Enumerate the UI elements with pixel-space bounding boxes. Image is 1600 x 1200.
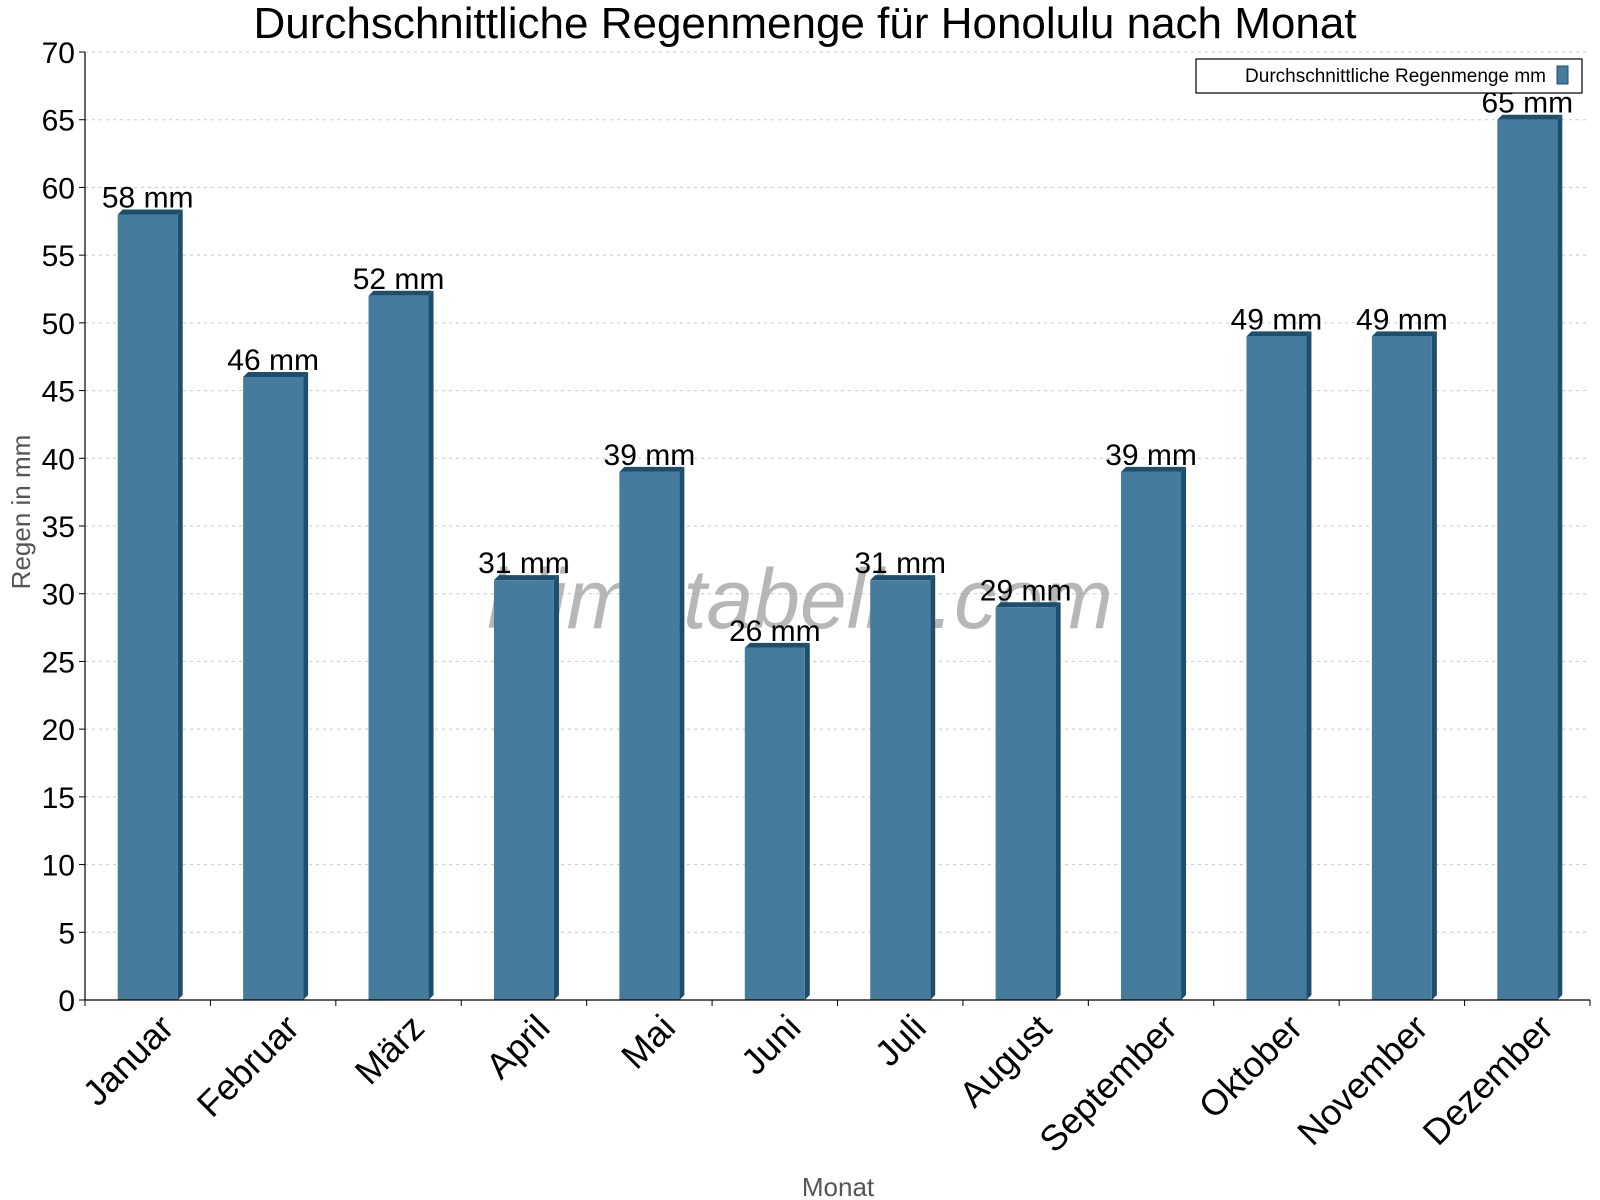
x-tick-label: Februar — [189, 1007, 307, 1125]
bar-side — [1431, 331, 1437, 1000]
bar-value-label: 52 mm — [353, 263, 445, 296]
bar — [368, 290, 434, 1000]
bar-top — [1121, 466, 1187, 472]
bar-side — [428, 290, 434, 1000]
bar-top — [368, 290, 434, 296]
bar-top — [1246, 331, 1312, 337]
y-tick-label: 10 — [42, 850, 75, 883]
bar-value-label: 46 mm — [227, 344, 319, 377]
x-axis-ticks: Januar Februar März April Mai Juni Juli AugustS… — [75, 1000, 1591, 1161]
x-tick-label: Juli — [867, 1007, 934, 1074]
bar-front — [368, 295, 429, 1000]
bar — [243, 372, 309, 1000]
x-tick-label: Mai — [613, 1007, 683, 1077]
bar-side — [1055, 602, 1061, 1000]
legend-swatch — [1556, 65, 1569, 85]
bar-top — [995, 602, 1061, 608]
bar-side — [930, 575, 936, 1000]
bar-value-label: 49 mm — [1231, 303, 1323, 336]
bar-side — [1306, 331, 1312, 1000]
x-tick-label: März — [347, 1007, 433, 1093]
bar-top — [243, 372, 309, 378]
bar-value-label: 39 mm — [604, 439, 696, 472]
bar-side — [177, 209, 183, 1000]
x-axis-label: Monat — [802, 1172, 875, 1200]
bar — [117, 209, 183, 1000]
bar-side — [804, 642, 810, 1000]
bar-front — [1497, 119, 1558, 1000]
x-tick-label: September — [1031, 1007, 1185, 1161]
bar — [1371, 331, 1437, 1000]
legend: Durchschnittliche Regenmenge mm — [1195, 58, 1583, 94]
x-tick-label: Oktober — [1191, 1007, 1311, 1127]
bar-value-label: 31 mm — [854, 547, 946, 580]
bar-value-label: 26 mm — [729, 615, 821, 648]
y-tick-label: 50 — [42, 308, 75, 341]
bar — [493, 575, 559, 1000]
chart-title: Durchschnittliche Regenmenge für Honolul… — [253, 0, 1356, 48]
x-tick-label: August — [951, 1007, 1059, 1115]
y-axis-label: Regen in mm — [6, 435, 36, 590]
bar-value-label: 31 mm — [478, 547, 570, 580]
bar-top — [493, 575, 559, 581]
x-tick-label: November — [1289, 1007, 1435, 1153]
bar — [995, 602, 1061, 1000]
bar-side — [1181, 466, 1187, 1000]
bar-top — [619, 466, 685, 472]
bar-front — [1246, 336, 1307, 1000]
y-tick-label: 60 — [42, 172, 75, 205]
x-tick-label: April — [478, 1007, 558, 1087]
bar-side — [303, 372, 309, 1000]
y-tick-label: 20 — [42, 714, 75, 747]
bar-top — [1371, 331, 1437, 337]
y-tick-label: 25 — [42, 646, 75, 679]
y-tick-label: 0 — [58, 985, 75, 1018]
bar-top — [1497, 114, 1563, 120]
bar-side — [1557, 114, 1563, 1000]
bar — [1121, 466, 1187, 1000]
y-tick-label: 15 — [42, 782, 75, 815]
bar-top — [744, 642, 810, 648]
bar-value-label: 29 mm — [980, 574, 1072, 607]
bar — [1497, 114, 1563, 1000]
bar-front — [1371, 336, 1432, 1000]
grid-lines — [85, 51, 1590, 933]
x-tick-label: Dezember — [1415, 1007, 1561, 1153]
legend-box — [1195, 58, 1583, 94]
y-tick-label: 5 — [58, 917, 75, 950]
y-tick-label: 70 — [42, 37, 75, 70]
bar — [619, 466, 685, 1000]
x-tick-label: Januar — [75, 1007, 182, 1114]
bar-value-label: 39 mm — [1105, 439, 1197, 472]
bar-value-label: 58 mm — [102, 182, 194, 215]
y-tick-label: 40 — [42, 443, 75, 476]
bar-front — [619, 471, 680, 1000]
x-tick-label: Juni — [733, 1007, 809, 1083]
legend-series-name: Durchschnittliche Regenmenge mm — [1245, 66, 1546, 87]
bar-top — [870, 575, 936, 581]
bar-front — [1121, 471, 1182, 1000]
y-tick-label: 55 — [42, 240, 75, 273]
bar — [1246, 331, 1312, 1000]
bar-front — [744, 647, 805, 1000]
y-tick-label: 65 — [42, 105, 75, 138]
bar-front — [870, 580, 931, 1000]
bar-front — [493, 580, 554, 1000]
bar — [744, 642, 810, 1000]
bar-front — [243, 377, 304, 1000]
bar-front — [117, 214, 178, 1000]
bars: 58 mm 46 mm 52 mm 31 mm 39 mm 26 mm 31 mm 29 mm… — [102, 87, 1573, 1000]
y-tick-label: 30 — [42, 579, 75, 612]
y-tick-label: 35 — [42, 511, 75, 544]
y-axis-ticks: 0 5 10 15 20 25 30 35 40 45 50 55 60 65 70 — [42, 37, 85, 1018]
bar-side — [553, 575, 559, 1000]
bar-side — [679, 466, 685, 1000]
bar — [870, 575, 936, 1000]
bar-value-label: 49 mm — [1356, 303, 1448, 336]
y-tick-label: 45 — [42, 376, 75, 409]
bar-top — [117, 209, 183, 215]
bar-front — [995, 607, 1056, 1000]
